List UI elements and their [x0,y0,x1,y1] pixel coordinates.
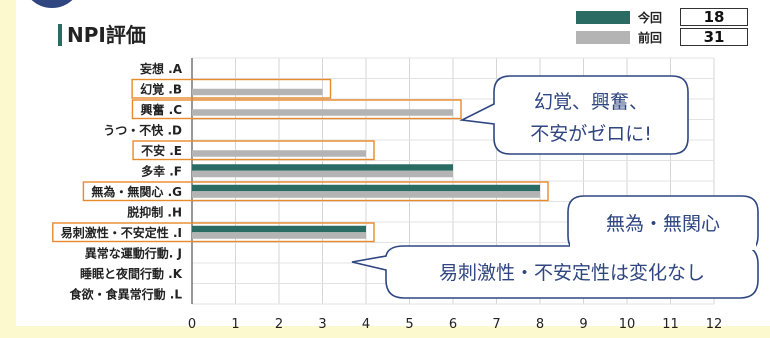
legend-previous: 前回 31 [576,28,748,46]
x-tick-label: 5 [405,317,413,332]
x-tick-label: 4 [362,317,370,332]
title-accent-bar [58,24,62,46]
legend-label-current: 今回 [638,10,663,25]
callout-shape [351,245,759,299]
legend-value-previous: 31 [680,28,748,46]
x-tick-label: 9 [579,317,587,332]
x-tick-label: 12 [706,317,723,332]
highlight-box [52,222,375,243]
legend-swatch-current [576,10,630,24]
callout-bubble-top: 幻覚、興奮、不安がゼロに! [459,75,689,155]
category-label: 食欲・食異常行動 .L [69,286,183,301]
category-label: うつ・不快 .D [103,122,182,137]
bar-previous [192,191,540,198]
category-label: 脱抑制 .H [127,204,182,219]
callout-line: 無為・無関心 [606,213,720,235]
category-label: 易刺激性・不安定性 .I [61,225,182,240]
legend-label-previous: 前回 [638,30,663,45]
callout-shape [459,75,689,155]
highlight-box [131,99,462,120]
highlight-box [82,181,549,202]
bar-previous [192,170,453,178]
corner-badge [22,0,82,8]
legend-value-current: 18 [680,8,748,26]
legend-current: 今回 18 [576,8,748,26]
x-tick-label: 6 [449,317,457,332]
x-tick-label: 0 [188,317,196,332]
category-label: 多幸 .F [141,163,182,178]
category-label: 無為・無関心 .G [91,184,182,199]
bar-previous [192,109,453,116]
bar-previous [192,150,366,157]
x-tick-label: 2 [275,317,283,332]
callout-line: 幻覚、興奮、 [534,91,648,113]
title-text: NPI評価 [67,23,146,47]
category-label: 興奮 .C [140,102,182,117]
bar-current [192,184,540,192]
category-label: 異常な運動行動. J [85,245,182,260]
category-label: 妄想 .A [140,61,183,76]
highlight-box [132,140,375,161]
x-tick-label: 10 [619,317,636,332]
x-tick-label: 1 [231,317,239,332]
bar-current [192,225,366,233]
x-tick-label: 8 [536,317,544,332]
callout-line: 易刺激性・不安定性は変化なし [439,262,705,284]
category-label: 睡眠と夜間行動 .K [80,266,183,281]
highlight-box [131,78,332,99]
x-tick-label: 7 [492,317,500,332]
x-tick-label: 3 [318,317,326,332]
callout-line: 不安がゼロに! [530,123,652,145]
bar-current [192,164,453,171]
x-tick-label: 11 [662,317,679,332]
bar-previous [192,232,366,239]
category-label: 幻覚 .B [140,81,182,96]
legend-swatch-previous [576,30,630,44]
callout-seam [570,243,756,250]
bar-previous [192,88,323,96]
category-label: 不安 .E [141,143,182,158]
